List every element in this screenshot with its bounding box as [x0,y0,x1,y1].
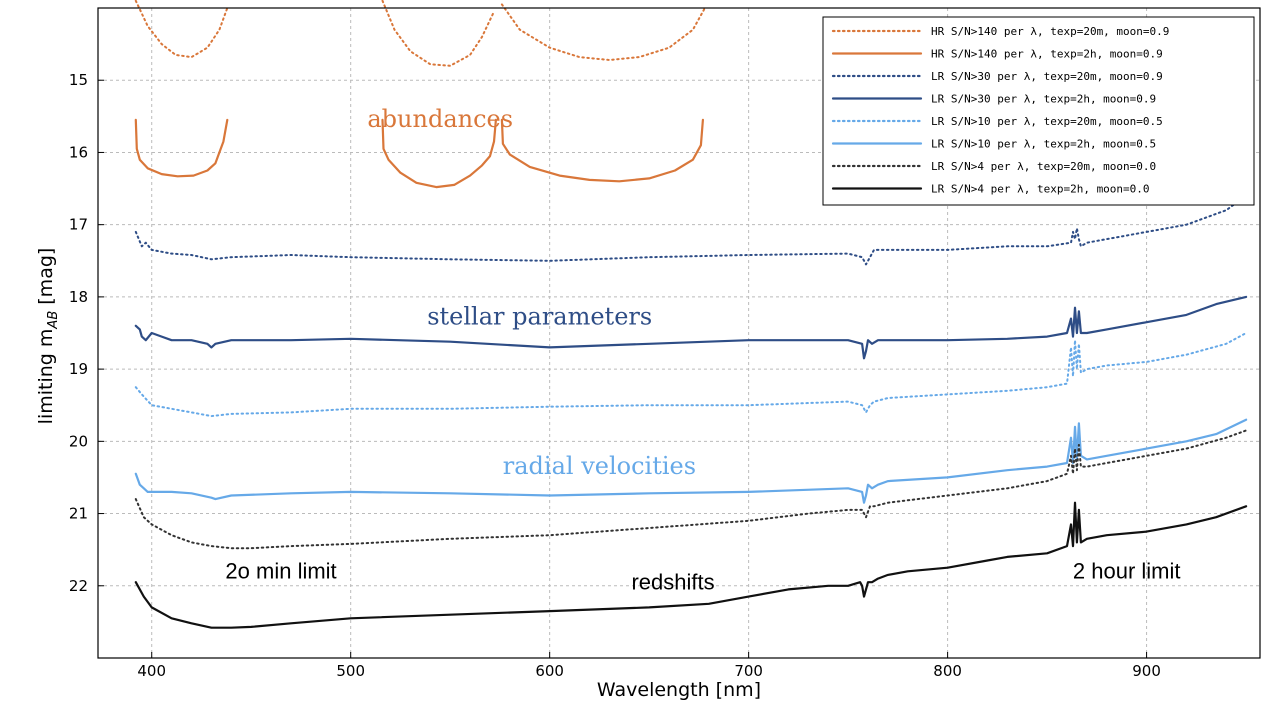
series-line-8 [134,501,1248,629]
y-axis-label: limiting mAB [mag] [35,248,61,425]
series-line-2 [381,118,497,189]
x-axis-label: Wavelength [nm] [597,679,761,701]
axis-ticks: 400 500 600 700 800 900 15 16 17 18 19 20 21 22 [69,71,1161,680]
legend-entry: LR S/N>10 per λ, texp=2h, moon=0.5 [931,138,1156,151]
y-tick-label: 22 [69,577,88,595]
y-tick-label: 16 [69,143,88,161]
series-line-3 [134,194,1248,266]
annotation-label-6: 2 hour limit [1073,559,1181,584]
series-line-2 [500,118,705,183]
x-tick-label: 500 [336,662,365,680]
legend-entry: HR S/N>140 per λ, texp=20m, moon=0.9 [931,25,1169,38]
legend: HR S/N>140 per λ, texp=20m, moon=0.9 HR S… [822,16,1255,206]
annotations: abundances stellar parameters radial veloc… [225,105,1180,594]
plot-frame [97,7,1261,659]
y-tick-label: 15 [69,71,88,89]
legend-entry: LR S/N>4 per λ, texp=20m, moon=0.0 [931,160,1156,173]
annotation-label-1: abundances [367,105,513,133]
x-tick-label: 600 [535,662,564,680]
annotation-label-5: redshifts [631,569,714,594]
y-tick-label: 17 [69,216,88,234]
annotation-label-2: stellar parameters [427,302,652,330]
series-line-4 [134,295,1248,360]
series-line-1 [381,0,495,67]
x-tick-label: 900 [1132,662,1161,680]
series-line-5 [134,332,1248,418]
legend-entry: LR S/N>30 per λ, texp=20m, moon=0.9 [931,70,1163,83]
legend-entry: LR S/N>10 per λ, texp=20m, moon=0.5 [931,115,1163,128]
series-lines [134,0,1248,629]
x-tick-label: 400 [137,662,166,680]
y-tick-label: 19 [69,360,88,378]
annotation-label-4: 2o min limit [225,559,336,584]
y-tick-label: 21 [69,505,88,523]
x-tick-label: 700 [734,662,763,680]
series-line-1 [134,0,229,59]
series-line-6 [134,418,1248,504]
series-line-1 [500,3,706,61]
annotation-label-3: radial velocities [503,452,696,480]
y-tick-label: 18 [69,288,88,306]
series-line-7 [134,429,1248,550]
legend-entry: LR S/N>4 per λ, texp=2h, moon=0.0 [931,183,1150,196]
x-tick-label: 800 [933,662,962,680]
series-line-2 [134,118,229,178]
legend-entry: LR S/N>30 per λ, texp=2h, moon=0.9 [931,93,1156,106]
legend-box [822,16,1255,206]
y-tick-label: 20 [69,432,88,450]
legend-entry: HR S/N>140 per λ, texp=2h, moon=0.9 [931,48,1163,61]
